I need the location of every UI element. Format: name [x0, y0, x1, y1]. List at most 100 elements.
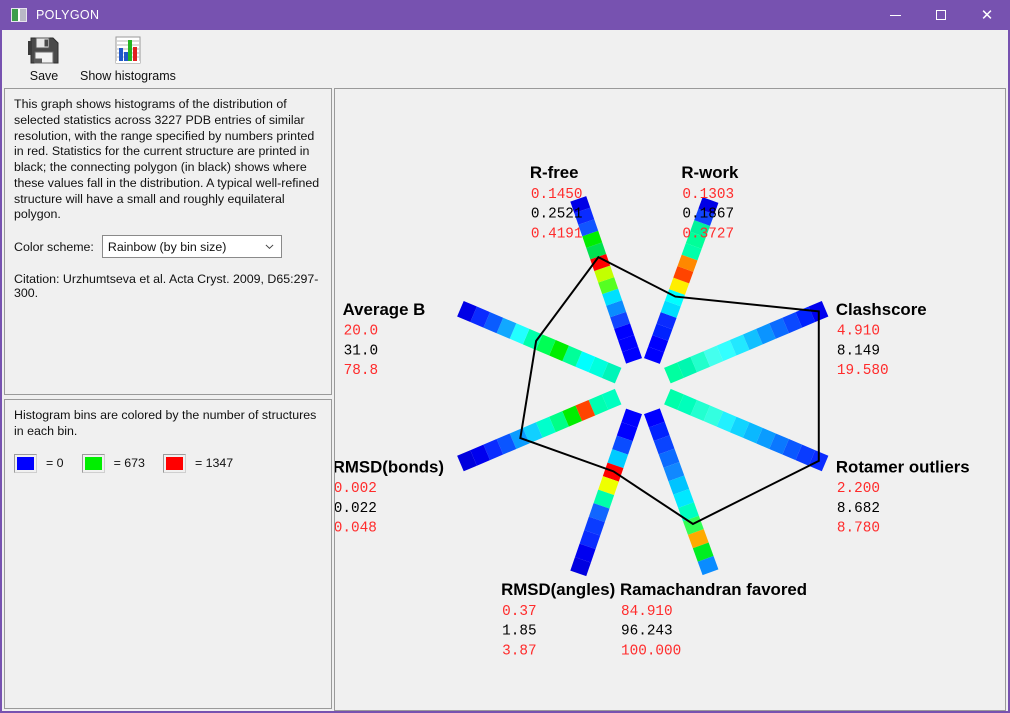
- window-title: POLYGON: [36, 8, 100, 22]
- histogram-bin: [535, 416, 556, 438]
- histogram-bin: [690, 351, 711, 373]
- spoke-rotamer-outliers: [664, 388, 829, 472]
- axis-min-value: 0.1303: [682, 187, 734, 203]
- histogram-bin: [756, 323, 776, 345]
- axis-label-rotamer-outliers: Rotamer outliers 2.200 8.682 8.780: [836, 457, 970, 536]
- histogram-bin: [606, 300, 627, 318]
- histogram-bin: [582, 230, 603, 248]
- histogram-bin: [612, 435, 633, 455]
- histogram-bin: [648, 421, 670, 441]
- sidebar: This graph shows histograms of the distr…: [2, 88, 332, 711]
- axis-label-rmsd-bonds-: RMSD(bonds) 0.002 0.022 0.048: [335, 457, 444, 536]
- histogram-bin: [562, 345, 583, 367]
- legend-description: Histogram bins are colored by the number…: [14, 408, 317, 438]
- histogram-bin: [652, 323, 673, 341]
- show-histograms-button[interactable]: Show histograms: [70, 33, 186, 83]
- legend-color-swatch: [81, 453, 105, 473]
- axis-max-value: 100.000: [621, 644, 681, 660]
- maximize-button[interactable]: [918, 0, 964, 30]
- histogram-bin: [483, 439, 504, 461]
- minimize-icon: [889, 14, 901, 16]
- window-controls: ✕: [872, 0, 1010, 30]
- polygon-plot-panel[interactable]: R-free 0.1450 0.2521 0.4191 R-work 0.1303 0.18…: [334, 88, 1006, 711]
- info-panel: This graph shows histograms of the distr…: [4, 88, 332, 395]
- histogram-bin: [669, 277, 690, 295]
- axis-min-value: 4.910: [837, 324, 880, 340]
- title-bar: POLYGON ✕: [0, 0, 1010, 30]
- histogram-bin: [660, 300, 681, 318]
- histogram-bin: [575, 351, 596, 373]
- histogram-bin: [598, 277, 619, 295]
- histogram-bin: [601, 388, 622, 410]
- axis-title: Clashscore: [836, 300, 927, 319]
- legend-item: = 673: [81, 453, 145, 473]
- histogram-bin: [588, 394, 609, 416]
- center-hub: [621, 365, 664, 408]
- legend-item: = 0: [14, 453, 64, 473]
- legend-item-label: = 673: [113, 456, 145, 470]
- color-scheme-select[interactable]: Rainbow (by bin size): [101, 235, 282, 258]
- legend-items: = 0 = 673 = 1347: [14, 453, 322, 473]
- spoke-rmsd-bonds-: [457, 388, 622, 472]
- histogram-bin: [601, 362, 622, 384]
- minimize-button[interactable]: [872, 0, 918, 30]
- polygon-app-icon: [11, 8, 27, 22]
- histogram-bin: [687, 529, 709, 549]
- axis-value-value: 8.149: [837, 343, 880, 359]
- color-scheme-label: Color scheme:: [14, 239, 94, 254]
- axis-title: R-free: [530, 163, 579, 182]
- histogram-bin: [578, 219, 599, 237]
- axis-labels-group: R-free 0.1450 0.2521 0.4191 R-work 0.1303 0.18…: [335, 163, 970, 659]
- histogram-bin: [729, 334, 750, 356]
- legend-item-label: = 1347: [194, 456, 234, 470]
- axis-max-value: 8.780: [837, 521, 880, 537]
- histogram-bin: [483, 312, 504, 334]
- save-button[interactable]: Save: [18, 33, 70, 83]
- axis-max-value: 78.8: [344, 363, 378, 379]
- histogram-bin: [509, 323, 530, 345]
- polygon-chart[interactable]: R-free 0.1450 0.2521 0.4191 R-work 0.1303 0.18…: [335, 89, 1005, 710]
- histogram-bin: [769, 433, 789, 455]
- histogram-bin: [588, 356, 609, 378]
- axis-max-value: 0.4191: [531, 227, 583, 243]
- close-button[interactable]: ✕: [964, 0, 1010, 30]
- histogram-bin: [663, 462, 685, 482]
- histogram-bin: [610, 311, 631, 329]
- histogram-bin: [574, 207, 595, 225]
- axis-max-value: 3.87: [502, 644, 536, 660]
- histogram-bin: [703, 345, 724, 367]
- connecting-polygon: [519, 255, 820, 526]
- histogram-bin: [664, 362, 684, 384]
- histogram-bin: [496, 317, 517, 339]
- spokes-group: [457, 196, 829, 577]
- axis-title: RMSD(bonds): [335, 457, 444, 476]
- histogram-bin: [742, 328, 763, 350]
- histogram-bin: [522, 328, 543, 350]
- histogram-bin: [782, 312, 803, 334]
- axis-label-ramachandran-favored: Ramachandran favored 84.910 96.243 100.000: [620, 580, 807, 659]
- axis-min-value: 2.200: [837, 481, 880, 497]
- histogram-bin: [769, 317, 789, 339]
- histogram-bin: [716, 411, 737, 433]
- axis-label-r-work: R-work 0.1303 0.1867 0.3727: [681, 163, 739, 242]
- histogram-bin: [673, 488, 695, 509]
- axis-label-average-b: Average B 20.0 31.0 78.8: [343, 300, 426, 379]
- histogram-bin: [677, 394, 697, 416]
- axis-value-value: 31.0: [344, 343, 378, 359]
- histogram-bin: [457, 300, 477, 323]
- histogram-bin: [622, 346, 643, 364]
- histogram-bin: [618, 334, 639, 353]
- histogram-bin: [570, 557, 591, 577]
- citation-text: Citation: Urzhumtseva et al. Acta Cryst.…: [14, 272, 319, 300]
- save-icon: [28, 33, 60, 67]
- histogram-bin: [795, 306, 816, 328]
- spoke-r-free: [570, 196, 643, 364]
- histogram-bin: [658, 448, 680, 468]
- histogram-bin: [729, 416, 750, 438]
- histogram-bin: [681, 243, 702, 261]
- histogram-bin: [644, 408, 665, 428]
- color-scheme-row: Color scheme: Rainbow (by bin size): [14, 235, 322, 258]
- histogram-bin: [590, 253, 611, 272]
- legend-panel: Histogram bins are colored by the number…: [4, 399, 332, 709]
